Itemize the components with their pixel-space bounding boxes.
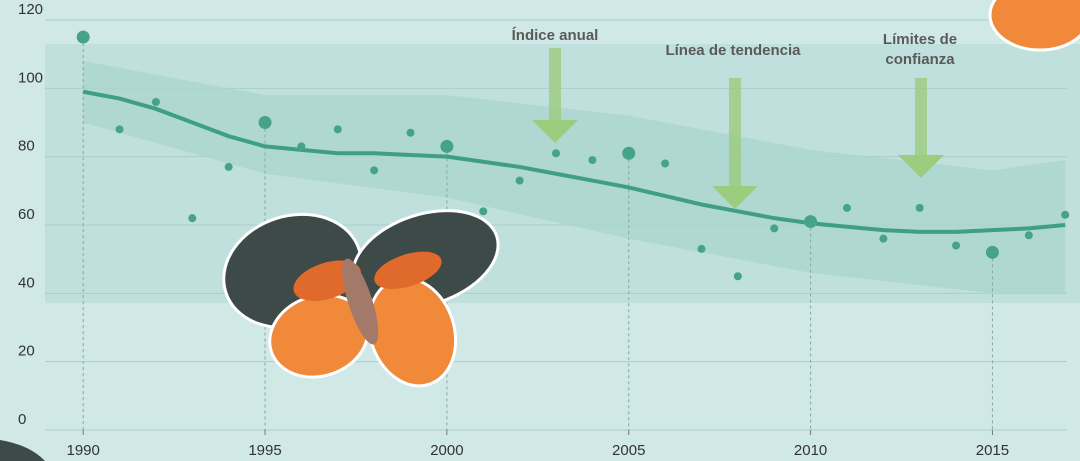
point — [588, 156, 596, 164]
point — [334, 125, 342, 133]
x-tick-label: 2015 — [976, 442, 1009, 459]
point — [297, 142, 305, 150]
x-tick-label: 1990 — [67, 442, 100, 459]
y-tick-label: 80 — [18, 138, 35, 155]
x-tick-label: 2010 — [794, 442, 827, 459]
point — [440, 140, 453, 153]
point — [661, 160, 669, 168]
point — [516, 177, 524, 185]
point — [734, 272, 742, 280]
point — [370, 166, 378, 174]
y-tick-label: 0 — [18, 411, 26, 428]
y-tick-label: 20 — [18, 343, 35, 360]
point — [152, 98, 160, 106]
arrow-shaft — [729, 78, 741, 186]
point — [116, 125, 124, 133]
point — [259, 116, 272, 129]
arrow-shaft — [915, 78, 927, 155]
point — [986, 246, 999, 259]
y-tick-label: 40 — [18, 274, 35, 291]
y-tick-label: 120 — [18, 1, 43, 18]
point — [479, 207, 487, 215]
arrow-shaft — [549, 48, 561, 120]
point — [77, 31, 90, 44]
x-tick-label: 2005 — [612, 442, 645, 459]
y-tick-label: 60 — [18, 206, 35, 223]
point — [552, 149, 560, 157]
point — [622, 147, 635, 160]
point — [843, 204, 851, 212]
annotation: Índice anual — [512, 27, 599, 44]
point — [188, 214, 196, 222]
chart: 020406080100120199019952000200520102015 … — [0, 0, 1080, 461]
point — [697, 245, 705, 253]
point — [225, 163, 233, 171]
point — [916, 204, 924, 212]
annotation-box: Límites de confianza — [860, 30, 980, 74]
point — [770, 224, 778, 232]
point — [952, 242, 960, 250]
point — [407, 129, 415, 137]
annotation: Límites de confianza — [860, 30, 980, 70]
y-tick-label: 100 — [18, 69, 43, 86]
x-tick-label: 1995 — [248, 442, 281, 459]
point — [879, 235, 887, 243]
point — [804, 215, 817, 228]
x-tick-label: 2000 — [430, 442, 463, 459]
annotation: Línea de tendencia — [665, 42, 801, 59]
point — [1061, 211, 1069, 219]
point — [1025, 231, 1033, 239]
